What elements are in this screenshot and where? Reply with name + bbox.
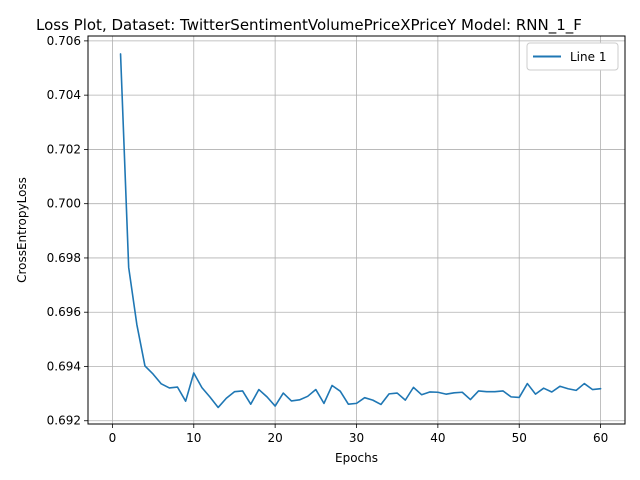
legend-box [526, 42, 619, 71]
series-layer [119, 53, 602, 409]
x-tick-label-0: 0 [109, 431, 117, 445]
y-tick-label-1: 0.694 [47, 359, 81, 373]
x-tick-label-30: 30 [349, 431, 364, 445]
y-tick-label-7: 0.706 [47, 34, 81, 48]
y-tick-label-6: 0.704 [47, 88, 81, 102]
y-tick-label-2: 0.696 [47, 305, 81, 319]
x-tick-label-50: 50 [512, 431, 527, 445]
x-tick-label-60: 60 [593, 431, 608, 445]
y-tick-label-4: 0.700 [47, 197, 81, 211]
x-tick-label-10: 10 [186, 431, 201, 445]
y-tick-label-3: 0.698 [47, 251, 81, 265]
x-tick-label-40: 40 [430, 431, 445, 445]
x-axis-label: Epochs [335, 451, 378, 465]
y-axis-label: CrossEntropyLoss [15, 177, 29, 283]
y-tick-label-0: 0.692 [47, 414, 81, 428]
y-tick-label-5: 0.702 [47, 142, 81, 156]
legend-label-line-1: Line 1 [570, 50, 606, 64]
chart-title: Loss Plot, Dataset: TwitterSentimentVolu… [36, 16, 582, 35]
axis-ticks: 0 10 20 30 40 50 60 0.692 0.694 0.696 0.698 0.700 0.… [47, 34, 609, 445]
grid-lines [88, 36, 625, 424]
legend: Line 1 [526, 42, 619, 71]
series-line-1 [119, 53, 602, 409]
x-tick-label-20: 20 [267, 431, 282, 445]
